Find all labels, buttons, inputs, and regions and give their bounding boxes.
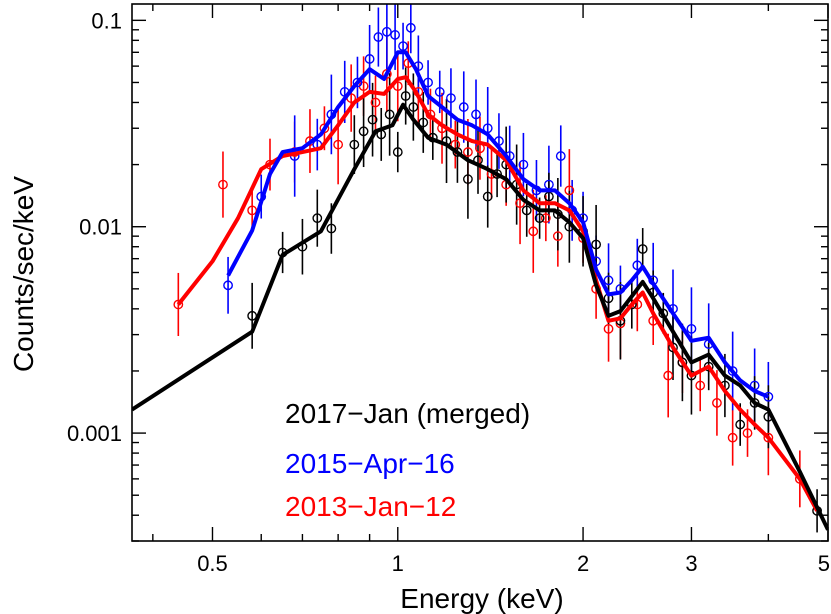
- model-line-0: [132, 102, 828, 531]
- data-point: [223, 280, 233, 291]
- x-tick-label: 0.5: [197, 551, 228, 576]
- data-point: [564, 185, 575, 196]
- data-point: [686, 323, 697, 334]
- data-point: [521, 205, 532, 216]
- legend-label-2013: 2013−Jan−12: [285, 491, 456, 522]
- data-point: [384, 109, 395, 120]
- data-point: [637, 244, 648, 254]
- model-lines: [132, 50, 828, 531]
- data-point: [218, 179, 228, 190]
- data-points: [173, 22, 822, 516]
- data-point: [603, 323, 614, 334]
- plot-background: [132, 4, 828, 541]
- data-point: [463, 147, 473, 157]
- data-point: [418, 117, 429, 128]
- data-point: [735, 419, 746, 430]
- data-point: [663, 370, 674, 381]
- data-point: [540, 213, 551, 224]
- data-point: [390, 30, 400, 40]
- legend-label-2015: 2015−Apr−16: [285, 448, 455, 479]
- data-point: [452, 147, 463, 157]
- data-point: [458, 102, 469, 112]
- x-tick-label: 5: [818, 551, 830, 576]
- data-point: [349, 139, 360, 150]
- axes: 0.001 0.01 0.1 0.5 1 2 3 5: [67, 3, 830, 576]
- data-point: [727, 366, 738, 376]
- data-point: [434, 87, 445, 97]
- legend-label-2017: 2017−Jan (merged): [285, 398, 530, 429]
- data-point: [603, 275, 614, 286]
- data-point: [668, 342, 678, 353]
- model-line-2: [176, 75, 819, 512]
- data-point: [326, 223, 337, 234]
- legend: 2017−Jan (merged) 2015−Apr−16 2013−Jan−1…: [285, 398, 530, 522]
- data-point: [534, 213, 545, 224]
- y-tick-label: 0.001: [67, 421, 122, 446]
- data-point: [247, 205, 258, 216]
- data-point: [370, 97, 381, 108]
- data-point: [373, 32, 384, 42]
- data-point: [591, 239, 602, 250]
- data-point: [463, 174, 473, 185]
- data-point: [364, 54, 375, 64]
- x-tick-label: 3: [685, 551, 697, 576]
- data-point: [408, 102, 419, 112]
- data-point: [400, 91, 411, 101]
- model-line-1: [226, 50, 770, 399]
- data-point: [367, 114, 378, 125]
- data-point: [173, 299, 184, 310]
- data-point: [352, 77, 363, 88]
- data-point: [446, 93, 456, 103]
- data-point: [555, 151, 566, 161]
- data-point: [763, 432, 774, 443]
- data-point: [518, 159, 529, 170]
- data-point: [727, 432, 738, 443]
- data-point: [742, 428, 753, 438]
- y-axis-title: Counts/sec/keV: [8, 176, 39, 372]
- data-point: [482, 191, 493, 202]
- data-point: [392, 147, 403, 157]
- y-tick-label: 0.1: [91, 8, 122, 33]
- y-tick-label: 0.01: [79, 215, 122, 240]
- data-point: [552, 231, 563, 242]
- data-point: [312, 213, 323, 224]
- data-point: [333, 139, 344, 150]
- data-point: [381, 26, 392, 37]
- data-point: [515, 198, 525, 209]
- x-tick-label: 2: [577, 551, 589, 576]
- data-point: [528, 226, 539, 237]
- plot-area: [132, 4, 828, 541]
- data-point: [358, 126, 369, 137]
- data-point: [471, 109, 481, 120]
- x-axis-title: Energy (keV): [400, 583, 563, 614]
- data-point: [405, 22, 416, 33]
- data-point: [695, 380, 706, 391]
- x-tick-label: 1: [392, 551, 404, 576]
- data-point: [712, 398, 722, 408]
